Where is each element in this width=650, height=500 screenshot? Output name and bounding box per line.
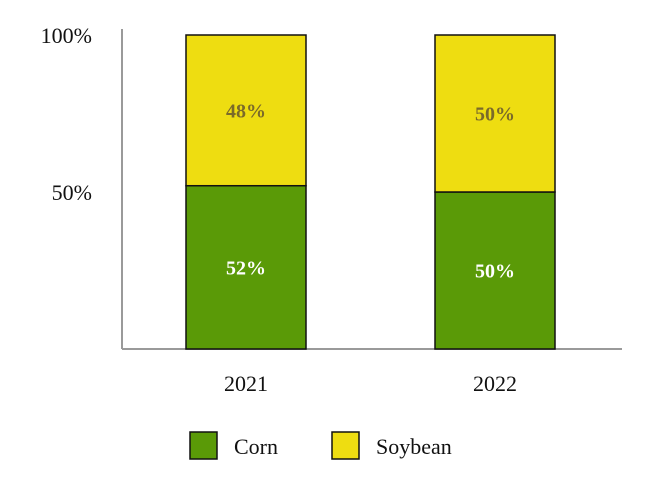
data-label-corn-2022: 50% (475, 261, 515, 283)
data-label-soybean-2021: 48% (226, 100, 266, 122)
data-label-soybean-2022: 50% (475, 104, 515, 126)
x-tick-label-2022: 2022 (473, 371, 517, 396)
bars (185, 34, 556, 350)
legend: Corn Soybean (189, 431, 452, 460)
data-label-corn-2021: 52% (226, 257, 266, 279)
bar-corn-2021 (185, 184, 307, 350)
legend-swatch-corn (189, 431, 218, 460)
bar-soybean-2022 (434, 34, 556, 193)
y-tick-label-50pct: 50% (52, 180, 92, 205)
bar-corn-2022 (434, 191, 556, 350)
data-labels: 52% 48% 50% 50% (226, 100, 515, 282)
y-tick-label-100pct: 100% (41, 23, 92, 48)
legend-label-soybean: Soybean (376, 434, 452, 459)
legend-label-corn: Corn (234, 434, 278, 459)
x-tick-label-2021: 2021 (224, 371, 268, 396)
bar-soybean-2021 (185, 34, 307, 187)
legend-swatch-soybean (331, 431, 360, 460)
